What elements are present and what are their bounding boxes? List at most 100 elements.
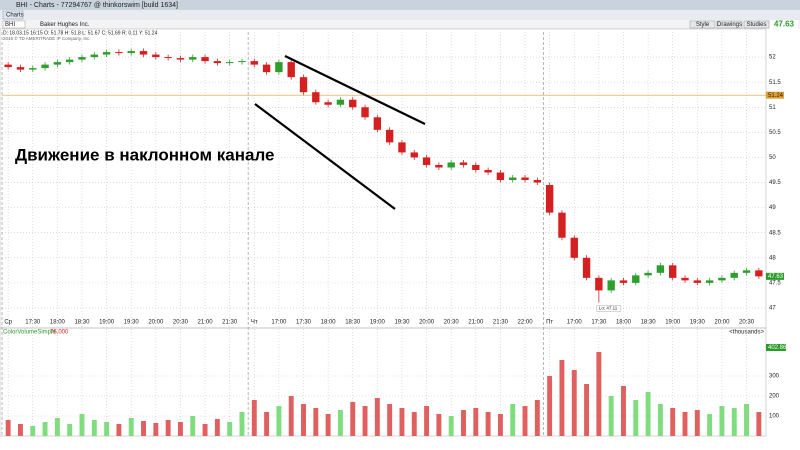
company-name: Baker Hughes Inc. [40,22,90,28]
x-tick-label: 17:00 [567,320,583,326]
volume-bar [645,392,651,436]
x-tick-label: 20:30 [739,320,755,326]
candle-body [595,277,603,291]
charts-tab[interactable] [2,10,24,20]
toolbar-button[interactable] [716,20,743,29]
candle-body [558,212,566,238]
volume-bar [5,420,11,436]
candle-body [509,177,517,181]
charts-tab-label[interactable]: Charts [6,13,24,19]
toolbar-buttons: Style Drawings Studies [689,20,770,29]
x-tick-label: 18:00 [321,320,337,326]
volume-bar [202,424,208,436]
y-tick-label: 48 [769,255,776,261]
volume-bar [214,419,220,436]
volume-bar [497,414,503,436]
volume-bar [584,384,590,436]
candle-body [681,277,689,281]
toolbar-button[interactable] [743,20,770,29]
volume-bar [424,406,430,436]
last-price-label: 47.63 [768,274,784,280]
candle-body [41,64,49,69]
volume-bar [694,410,700,436]
volume-bar [485,412,491,436]
candle-body [607,280,615,291]
candle-body [287,62,295,78]
candle-body [742,270,751,273]
candle-body [275,62,283,73]
volume-bar [288,396,294,436]
reference-label: 51.24 [768,93,784,99]
candle-body [213,61,222,64]
toolbar-button-label[interactable]: Drawings [717,22,742,28]
toolbar-button-label[interactable]: Style [696,22,710,28]
volume-bar [91,420,97,436]
x-tick-label: 17:30 [296,320,312,326]
candle-body [472,164,480,170]
candle-body [422,157,431,165]
volume-bar [719,406,725,436]
y-tick-label: 51 [769,105,776,111]
candle-body [619,280,628,283]
candle-body [755,270,763,277]
y-tick-label: 47 [769,306,776,312]
volume-bar [116,424,122,436]
volume-bar [104,422,110,436]
volume-bar [608,396,614,436]
x-tick-label: 17:30 [591,320,607,326]
symbol-bar [0,20,800,29]
volume-bar [473,408,479,436]
x-tick-label: 18:00 [50,320,66,326]
volume-bar [337,410,343,436]
x-tick-label: 21:00 [198,320,214,326]
volume-bar [264,412,270,436]
volume-bar [301,404,306,436]
candle-body [410,152,418,158]
volume-bar [547,376,553,436]
x-tick-label: 18:30 [74,320,90,326]
volume-bar [374,398,380,436]
candle-body [16,67,25,70]
volume-bar [670,408,676,436]
candle-body [718,277,726,281]
volume-bar [534,400,540,436]
volume-bar [350,402,356,436]
candle-body [459,162,468,165]
candle-body [435,164,443,168]
candle-body [189,57,197,60]
volume-bar [128,418,134,436]
volume-bar [399,408,405,436]
volume-bar [559,360,565,436]
x-tick-label: 20:00 [419,320,435,326]
candle-body [312,92,320,103]
symbol-input[interactable] [2,20,26,29]
x-tick-label: 20:00 [148,320,164,326]
candle-body [496,172,505,181]
candle-body [152,54,160,58]
volume-bar [54,418,60,436]
x-tick-label: 19:30 [124,320,140,326]
candle-body [705,280,714,283]
toolbar-button-label[interactable]: Studies [746,22,766,28]
x-tick-label: Пт [546,320,553,326]
candle-body [336,99,345,105]
candle-body [570,237,578,258]
x-tick-label: 21:30 [493,320,509,326]
symbol[interactable]: BHI [5,22,15,28]
x-tick-label: Ср [4,320,12,326]
quote: 47.63 [774,20,795,29]
y-tick-label: 300 [769,374,780,380]
low-tag [596,305,622,312]
volume-bar [744,404,750,436]
x-tick-label: 19:00 [99,320,115,326]
title-bar [0,0,800,10]
volume-bar [522,406,528,436]
candle-body [324,102,332,105]
candle-body [53,62,62,65]
volume-bar [596,352,602,436]
toolbar-button[interactable] [689,20,716,29]
volume-bar [461,410,466,436]
x-tick-label: 17:30 [25,320,41,326]
volume-bar [79,414,85,436]
candle-body [250,61,258,65]
